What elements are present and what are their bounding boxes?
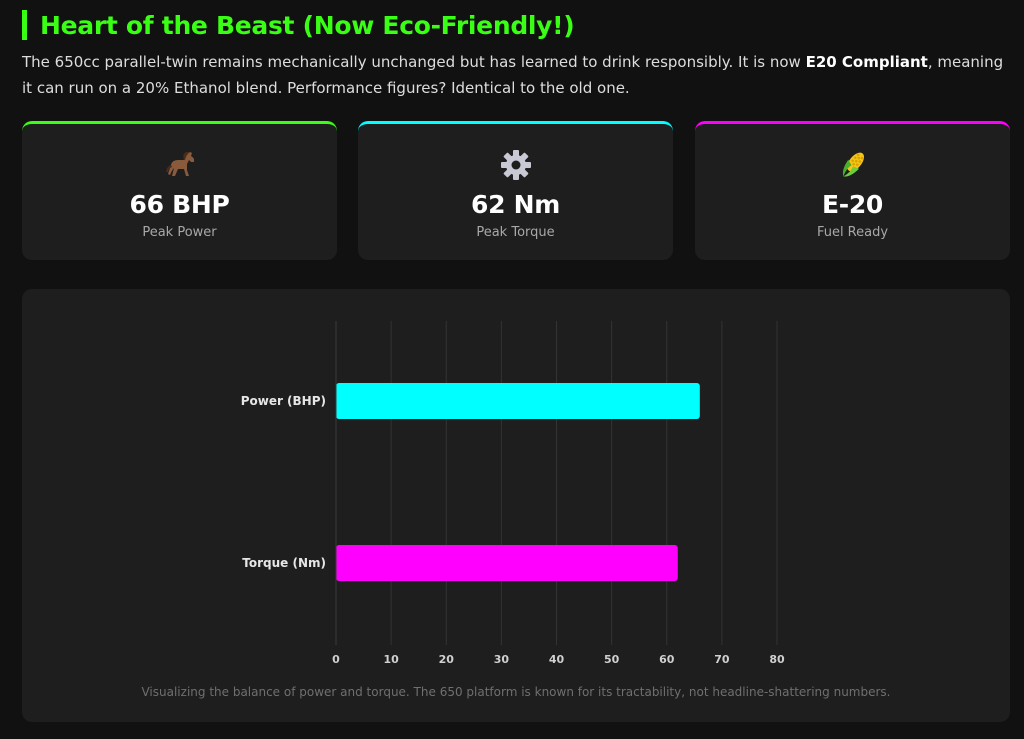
stat-card-power: 66 BHP Peak Power [22, 121, 337, 260]
stat-card-fuel: E-20 Fuel Ready [695, 121, 1010, 260]
chart-caption: Visualizing the balance of power and tor… [141, 685, 891, 699]
bar-torque [336, 545, 678, 581]
x-tick-label: 10 [383, 653, 399, 666]
bar-power [336, 383, 700, 419]
corn-icon [695, 148, 1010, 180]
x-tick-label: 0 [332, 653, 340, 666]
horse-icon [22, 148, 337, 180]
x-tick-label: 20 [439, 653, 455, 666]
intro-paragraph: The 650cc parallel-twin remains mechanic… [22, 49, 1012, 101]
x-tick-label: 80 [769, 653, 785, 666]
stat-value: 66 BHP [129, 190, 230, 219]
intro-text-end: , meaning it can run on a 20% Ethanol bl… [22, 53, 1004, 97]
page-title: Heart of the Beast (Now Eco-Friendly!) [40, 10, 575, 40]
x-tick-label: 50 [604, 653, 620, 666]
section-title-bar: Heart of the Beast (Now Eco-Friendly!) [22, 10, 575, 40]
y-category-label: Torque (Nm) [242, 556, 326, 570]
intro-text: The 650cc parallel-twin remains mechanic… [22, 53, 806, 71]
stat-value: 62 Nm [471, 190, 560, 219]
e20-compliant-highlight: E20 Compliant [805, 53, 928, 71]
chart-panel: 0 10 20 30 40 50 60 70 80 Power (BHP) Torque (Nm) … [22, 289, 1010, 722]
gear-icon [358, 148, 673, 180]
x-tick-label: 30 [494, 653, 510, 666]
x-tick-label: 40 [549, 653, 565, 666]
x-tick-label: 70 [714, 653, 730, 666]
stat-label: Peak Power [142, 225, 217, 240]
y-category-label: Power (BHP) [241, 394, 326, 408]
stat-label: Peak Torque [476, 225, 555, 240]
stat-card-torque: 62 Nm Peak Torque [358, 121, 673, 260]
torque-power-bar-chart: 0 10 20 30 40 50 60 70 80 Power (BHP) Torque (Nm) [241, 321, 785, 666]
stat-label: Fuel Ready [816, 225, 889, 240]
stat-value: E-20 [821, 190, 884, 219]
x-tick-label: 60 [659, 653, 675, 666]
